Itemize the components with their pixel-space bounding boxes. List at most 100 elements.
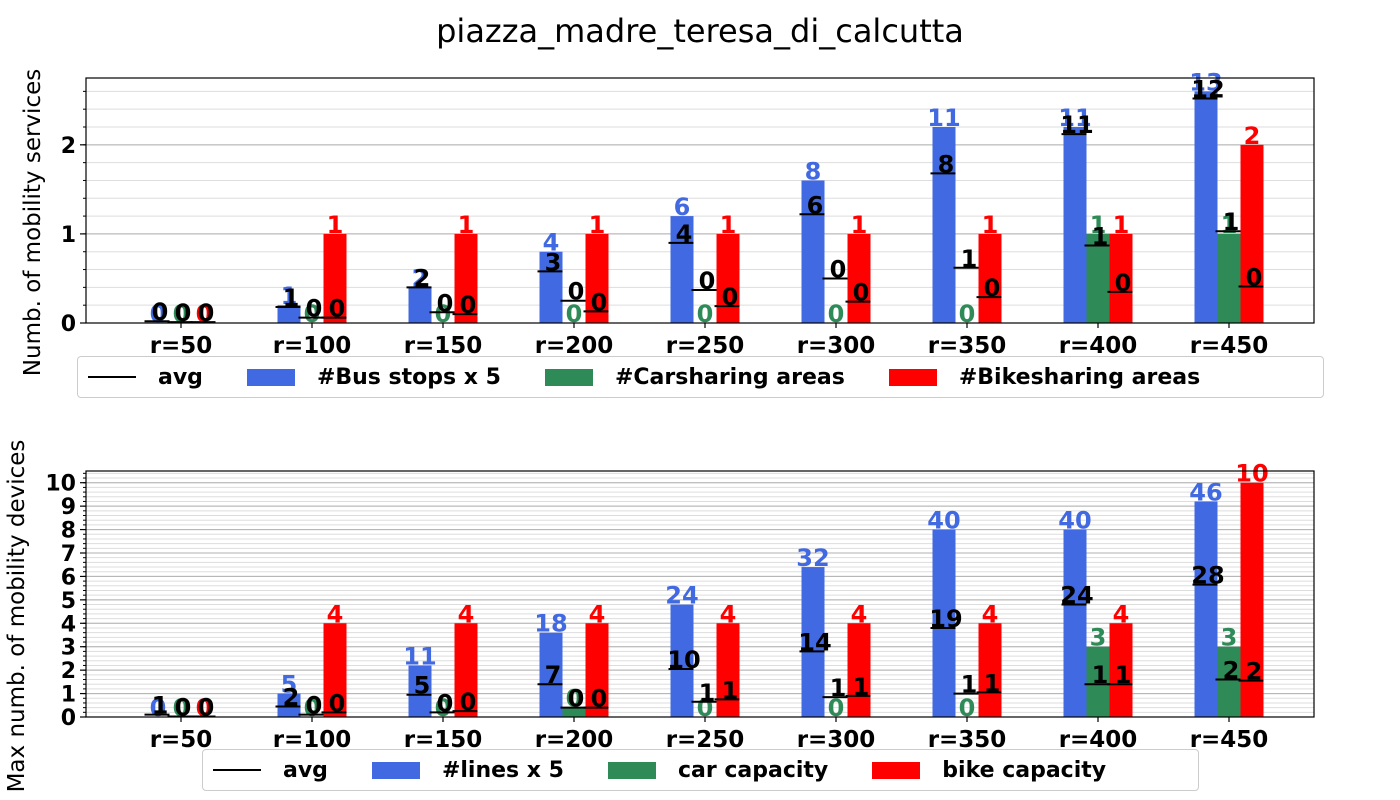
y-tick-label: 9 [61,495,76,520]
bike-bar [847,623,871,717]
y-tick-label: 10 [45,472,76,497]
y-axis-label: Max numb. of mobility devices [4,440,30,793]
avg-bus-label: 2 [283,683,300,711]
legend-item-bikesharing: #Bikesharing areas [888,364,1201,390]
avg-bike-label: 0 [329,689,346,717]
y-axis-label: Numb. of mobility services [20,69,46,376]
x-tick-label: r=150 [404,333,483,359]
bike-color-swatch [872,761,921,779]
avg-car-label: 1 [1092,222,1109,250]
x-tick-label: r=300 [797,333,876,359]
avg-bike-label: 0 [984,274,1001,302]
bike-value-label: 4 [982,600,999,628]
avg-car-label: 1 [1092,661,1109,689]
bike-bar [454,623,478,717]
car-value-label: 3 [1090,624,1107,652]
car-value-label: 0 [828,300,845,328]
car-value-label: 3 [1221,624,1238,652]
legend-label: #Bikesharing areas [958,364,1201,390]
avg-car-label: 0 [437,289,454,317]
bus-bar [932,529,956,717]
devices-legend: avg #lines x 5 car capacity bike capacit… [202,749,1199,791]
x-tick-label: r=250 [666,727,745,753]
car-bar [562,707,586,717]
y-tick-label: 6 [61,565,76,590]
avg-bus-label: 1 [283,284,300,312]
avg-car-label: 0 [437,689,454,717]
y-tick-label: 3 [61,636,76,661]
bike-value-label: 1 [458,211,475,239]
bike-value-label: 0 [196,694,213,722]
bus-bar [670,604,694,717]
bike-bar [716,233,740,323]
bus-value-label: 40 [1058,507,1091,535]
bike-value-label: 4 [851,600,868,628]
avg-car-label: 0 [830,255,847,283]
bike-bar [978,233,1002,323]
bus-value-label: 40 [927,507,960,535]
avg-car-label: 1 [830,674,847,702]
avg-car-label: 0 [306,692,323,720]
legend-item-avg: avg [213,758,328,783]
car-color-swatch [544,368,593,386]
legend-label: car capacity [677,757,829,783]
avg-bike-label: 0 [1246,263,1263,291]
bus-value-label: 32 [796,544,829,572]
bus-value-label: 1 [281,282,298,310]
bus-bar [1063,529,1087,717]
avg-line-swatch [213,769,261,771]
bike-bar [585,233,609,323]
car-bar [1217,233,1241,323]
avg-bus-label: 14 [798,628,831,656]
avg-bike-label: 0 [460,291,477,319]
avg-bus-label: 3 [545,248,562,276]
bus-value-label: 46 [1189,478,1222,506]
avg-bus-label: 10 [667,646,700,674]
legend-label: #lines x 5 [441,757,564,783]
avg-car-label: 0 [568,278,585,306]
bus-bar [408,665,432,717]
bus-value-label: 11 [403,642,436,670]
avg-bus-label: 24 [1060,582,1093,610]
bike-value-label: 1 [327,211,344,239]
bike-value-label: 10 [1235,460,1268,488]
avg-car-label: 1 [961,245,978,273]
x-tick-label: r=100 [273,333,352,359]
bike-value-label: 1 [851,211,868,239]
bike-color-swatch [888,368,937,386]
avg-car-label: 0 [699,267,716,295]
bus-value-label: 2 [412,264,429,292]
y-tick-label: 2 [61,659,76,684]
avg-car-label: 0 [175,299,192,327]
car-value-label: 0 [828,694,845,722]
bike-value-label: 1 [589,211,606,239]
y-tick-label: 8 [61,519,76,544]
bike-value-label: 4 [327,600,344,628]
y-tick-label: 1 [61,683,76,708]
x-tick-label: r=350 [928,727,1007,753]
legend-item-car-capacity: car capacity [607,757,829,783]
avg-bus-label: 5 [414,672,431,700]
car-bar [1086,646,1110,717]
legend-item-avg: avg [88,365,203,390]
bus-bar [539,251,563,323]
avg-car-label: 2 [1223,657,1240,685]
avg-bike-label: 2 [1246,658,1263,686]
legend-label: avg [283,757,328,783]
avg-car-label: 1 [699,679,716,707]
legend-item-bus-stops: #Bus stops x 5 [246,365,501,390]
x-tick-label: r=200 [535,333,614,359]
car-value-label: 0 [959,694,976,722]
avg-bus-label: 7 [545,661,562,689]
x-tick-label: r=400 [1059,333,1138,359]
avg-bike-label: 0 [591,288,608,316]
car-color-swatch [607,761,656,779]
car-bar [1217,646,1241,717]
avg-bike-label: 0 [329,295,346,323]
x-tick-label: r=200 [535,727,614,753]
x-tick-label: r=250 [666,333,745,359]
avg-bus-label: 2 [414,264,431,292]
avg-bike-label: 1 [1115,661,1132,689]
bike-bar [1240,144,1264,323]
bike-value-label: 0 [196,300,213,328]
